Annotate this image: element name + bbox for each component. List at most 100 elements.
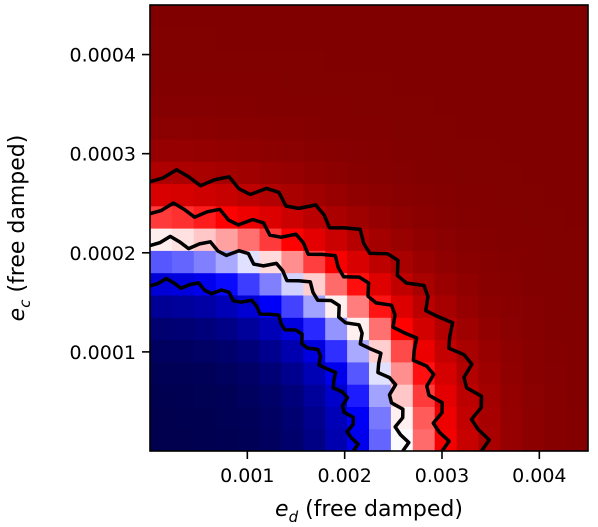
heatmap-cell — [193, 71, 217, 95]
heatmap-cell — [456, 71, 480, 95]
heatmap-cell — [390, 27, 414, 51]
heatmap-cell — [237, 339, 261, 363]
heatmap-cell — [434, 49, 458, 73]
heatmap-cell — [456, 317, 480, 341]
heatmap-cell — [171, 339, 195, 363]
heatmap-cell — [150, 94, 173, 118]
heatmap-cell — [259, 406, 282, 430]
heatmap-cell — [347, 183, 370, 207]
heatmap-cell — [544, 228, 567, 251]
heatmap-cell — [369, 71, 392, 95]
heatmap-cell — [500, 406, 523, 430]
heatmap-cell — [456, 250, 480, 274]
heatmap-cell — [237, 49, 261, 73]
heatmap-cell — [369, 116, 392, 140]
heatmap-cell — [478, 317, 501, 341]
heatmap-cell — [150, 428, 173, 451]
heatmap-cell — [390, 384, 414, 407]
heatmap-cell — [347, 294, 370, 318]
heatmap-cell — [500, 294, 523, 318]
heatmap-cell — [369, 183, 392, 207]
heatmap-cell — [456, 272, 480, 296]
heatmap-cell — [303, 94, 326, 118]
heatmap-cell — [522, 250, 545, 274]
heatmap-cell — [566, 138, 588, 162]
heatmap-cell — [325, 161, 348, 184]
y-tick-label: 0.0003 — [70, 144, 136, 166]
heatmap-cell — [500, 384, 523, 407]
heatmap-cell — [434, 94, 458, 118]
heatmap-cell — [544, 49, 567, 73]
heatmap-cell — [303, 428, 326, 451]
heatmap-cell — [434, 5, 458, 28]
heatmap-cells — [150, 5, 588, 451]
heatmap-cell — [369, 384, 392, 407]
heatmap-cell — [456, 94, 480, 118]
heatmap-cell — [259, 138, 282, 162]
heatmap-cell — [566, 294, 588, 318]
heatmap-cell — [566, 5, 588, 28]
heatmap-cell — [434, 339, 458, 363]
heatmap-cell — [325, 71, 348, 95]
heatmap-cell — [478, 361, 501, 385]
heatmap-cell — [456, 205, 480, 229]
heatmap-cell — [347, 428, 370, 451]
heatmap-cell — [500, 71, 523, 95]
heatmap-cell — [259, 49, 282, 73]
heatmap-cell — [544, 205, 567, 229]
heatmap-cell — [259, 272, 282, 296]
heatmap-cell — [215, 406, 239, 430]
heatmap-cell — [456, 228, 480, 251]
heatmap-cell — [500, 183, 523, 207]
heatmap-cell — [281, 183, 304, 207]
heatmap-cell — [193, 49, 217, 73]
x-axis-ticks: 0.001 0.002 0.003 0.004 — [220, 451, 567, 487]
heatmap-cell — [544, 361, 567, 385]
heatmap-cell — [193, 406, 217, 430]
heatmap-cell — [259, 27, 282, 51]
heatmap-cell — [237, 27, 261, 51]
heatmap-cell — [237, 406, 261, 430]
heatmap-cell — [237, 94, 261, 118]
heatmap-cell — [412, 250, 436, 274]
heatmap-cell — [369, 250, 392, 274]
heatmap-cell — [325, 183, 348, 207]
heatmap-cell — [193, 339, 217, 363]
heatmap-cell — [566, 49, 588, 73]
heatmap-cell — [325, 94, 348, 118]
heatmap-cell — [544, 250, 567, 274]
heatmap-cell — [303, 116, 326, 140]
heatmap-cell — [390, 272, 414, 296]
heatmap-cell — [325, 228, 348, 251]
heatmap-cell — [259, 5, 282, 28]
heatmap-cell — [434, 272, 458, 296]
heatmap-cell — [566, 161, 588, 184]
contour-line — [150, 276, 360, 451]
y-tick-label: 0.0004 — [70, 45, 136, 67]
heatmap-cell — [544, 384, 567, 407]
heatmap-cell — [171, 361, 195, 385]
heatmap-cell — [369, 205, 392, 229]
heatmap-cell — [303, 384, 326, 407]
heatmap-cell — [237, 71, 261, 95]
heatmap-cell — [193, 250, 217, 274]
x-axis-label: ed (free damped) — [275, 497, 463, 526]
heatmap-cell — [412, 228, 436, 251]
heatmap-cell — [259, 161, 282, 184]
heatmap-cell — [522, 5, 545, 28]
heatmap-cell — [522, 116, 545, 140]
heatmap-cell — [150, 5, 173, 28]
heatmap-cell — [281, 71, 304, 95]
heatmap-cell — [412, 94, 436, 118]
heatmap-cell — [171, 428, 195, 451]
heatmap-cell — [566, 205, 588, 229]
heatmap-cell — [150, 361, 173, 385]
heatmap-cell — [237, 138, 261, 162]
heatmap-cell — [347, 71, 370, 95]
heatmap-cell — [259, 384, 282, 407]
heatmap-cell — [412, 384, 436, 407]
heatmap-cell — [434, 228, 458, 251]
heatmap-cell — [193, 116, 217, 140]
heatmap-cell — [390, 49, 414, 73]
heatmap-cell — [171, 138, 195, 162]
